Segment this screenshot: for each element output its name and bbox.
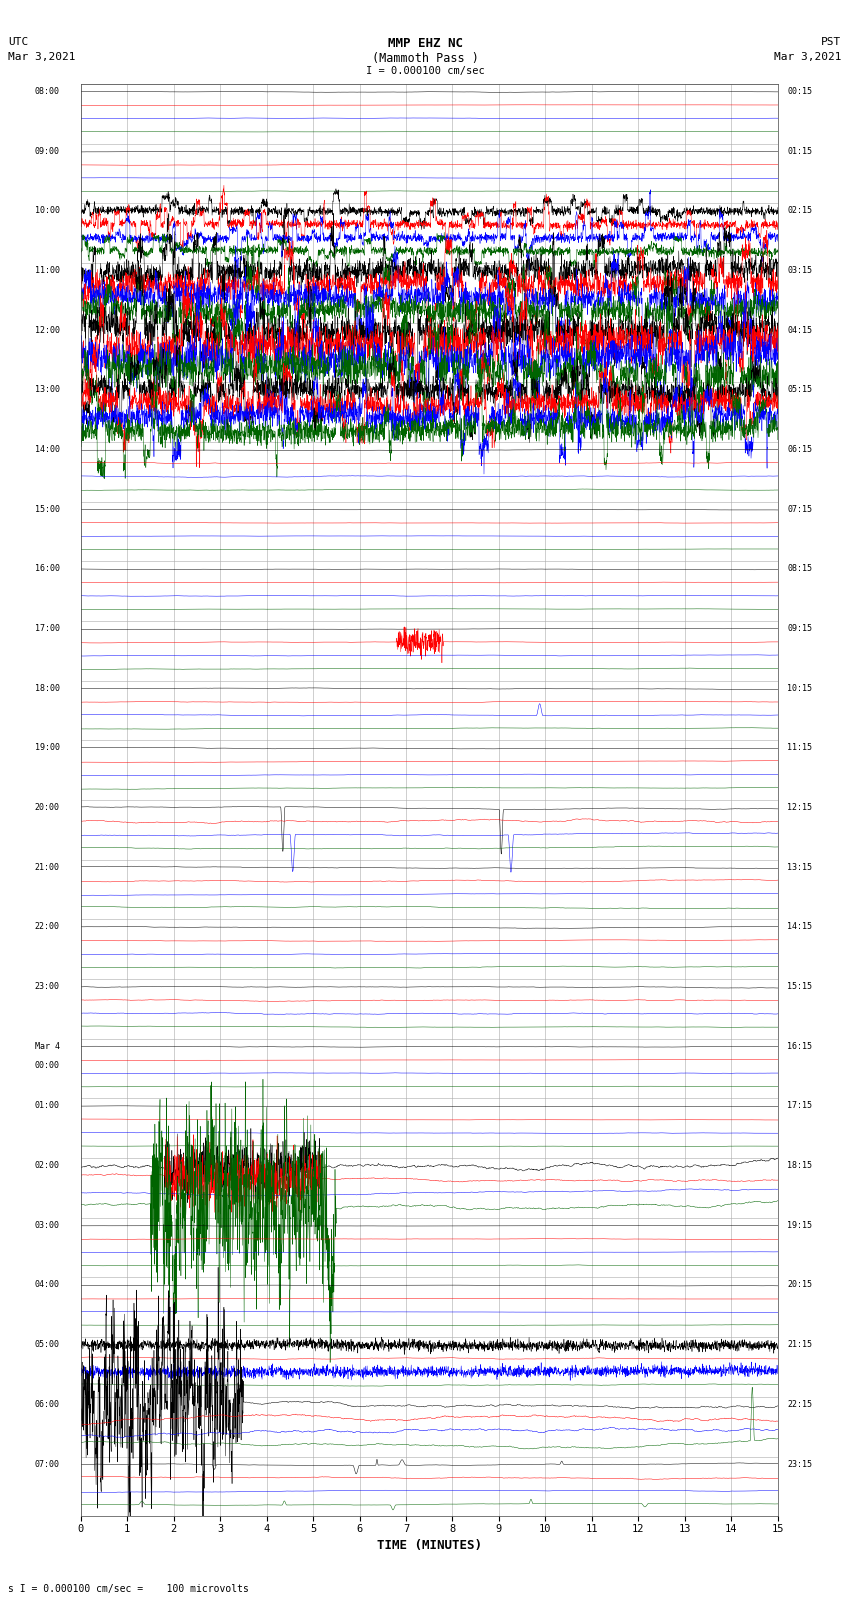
Text: 14:15: 14:15: [787, 923, 812, 931]
Text: 12:15: 12:15: [787, 803, 812, 811]
Text: PST: PST: [821, 37, 842, 47]
Text: 10:15: 10:15: [787, 684, 812, 692]
Text: 19:00: 19:00: [35, 744, 60, 752]
Text: Mar 3,2021: Mar 3,2021: [774, 52, 842, 61]
Text: 00:15: 00:15: [787, 87, 812, 95]
Text: 01:00: 01:00: [35, 1102, 60, 1110]
Text: 03:00: 03:00: [35, 1221, 60, 1229]
Text: 17:00: 17:00: [35, 624, 60, 632]
Text: 14:00: 14:00: [35, 445, 60, 453]
Text: 23:00: 23:00: [35, 982, 60, 990]
Text: 03:15: 03:15: [787, 266, 812, 274]
Text: Mar 3,2021: Mar 3,2021: [8, 52, 76, 61]
Text: 21:00: 21:00: [35, 863, 60, 871]
Text: 07:15: 07:15: [787, 505, 812, 513]
Text: 22:15: 22:15: [787, 1400, 812, 1408]
Text: 02:15: 02:15: [787, 206, 812, 215]
Text: 06:15: 06:15: [787, 445, 812, 453]
Text: MMP EHZ NC: MMP EHZ NC: [388, 37, 462, 50]
Text: I = 0.000100 cm/sec: I = 0.000100 cm/sec: [366, 66, 484, 76]
Text: 08:00: 08:00: [35, 87, 60, 95]
Text: 11:15: 11:15: [787, 744, 812, 752]
Text: 11:00: 11:00: [35, 266, 60, 274]
Text: 21:15: 21:15: [787, 1340, 812, 1348]
Text: 00:00: 00:00: [35, 1061, 60, 1071]
Text: 23:15: 23:15: [787, 1460, 812, 1468]
Text: s I = 0.000100 cm/sec =    100 microvolts: s I = 0.000100 cm/sec = 100 microvolts: [8, 1584, 249, 1594]
Text: 09:15: 09:15: [787, 624, 812, 632]
Text: 02:00: 02:00: [35, 1161, 60, 1169]
Text: 08:15: 08:15: [787, 565, 812, 573]
Text: 05:00: 05:00: [35, 1340, 60, 1348]
Text: 10:00: 10:00: [35, 206, 60, 215]
Text: 07:00: 07:00: [35, 1460, 60, 1468]
X-axis label: TIME (MINUTES): TIME (MINUTES): [377, 1539, 482, 1552]
Text: 13:00: 13:00: [35, 386, 60, 394]
Text: 04:00: 04:00: [35, 1281, 60, 1289]
Text: 06:00: 06:00: [35, 1400, 60, 1408]
Text: 05:15: 05:15: [787, 386, 812, 394]
Text: (Mammoth Pass ): (Mammoth Pass ): [371, 52, 479, 65]
Text: 17:15: 17:15: [787, 1102, 812, 1110]
Text: 04:15: 04:15: [787, 326, 812, 334]
Text: 18:00: 18:00: [35, 684, 60, 692]
Text: 18:15: 18:15: [787, 1161, 812, 1169]
Text: 01:15: 01:15: [787, 147, 812, 155]
Text: 20:15: 20:15: [787, 1281, 812, 1289]
Text: 19:15: 19:15: [787, 1221, 812, 1229]
Text: 15:00: 15:00: [35, 505, 60, 513]
Text: 22:00: 22:00: [35, 923, 60, 931]
Text: 20:00: 20:00: [35, 803, 60, 811]
Text: 12:00: 12:00: [35, 326, 60, 334]
Text: 13:15: 13:15: [787, 863, 812, 871]
Text: Mar 4: Mar 4: [35, 1042, 60, 1050]
Text: 15:15: 15:15: [787, 982, 812, 990]
Text: UTC: UTC: [8, 37, 29, 47]
Text: 09:00: 09:00: [35, 147, 60, 155]
Text: 16:00: 16:00: [35, 565, 60, 573]
Text: 16:15: 16:15: [787, 1042, 812, 1050]
